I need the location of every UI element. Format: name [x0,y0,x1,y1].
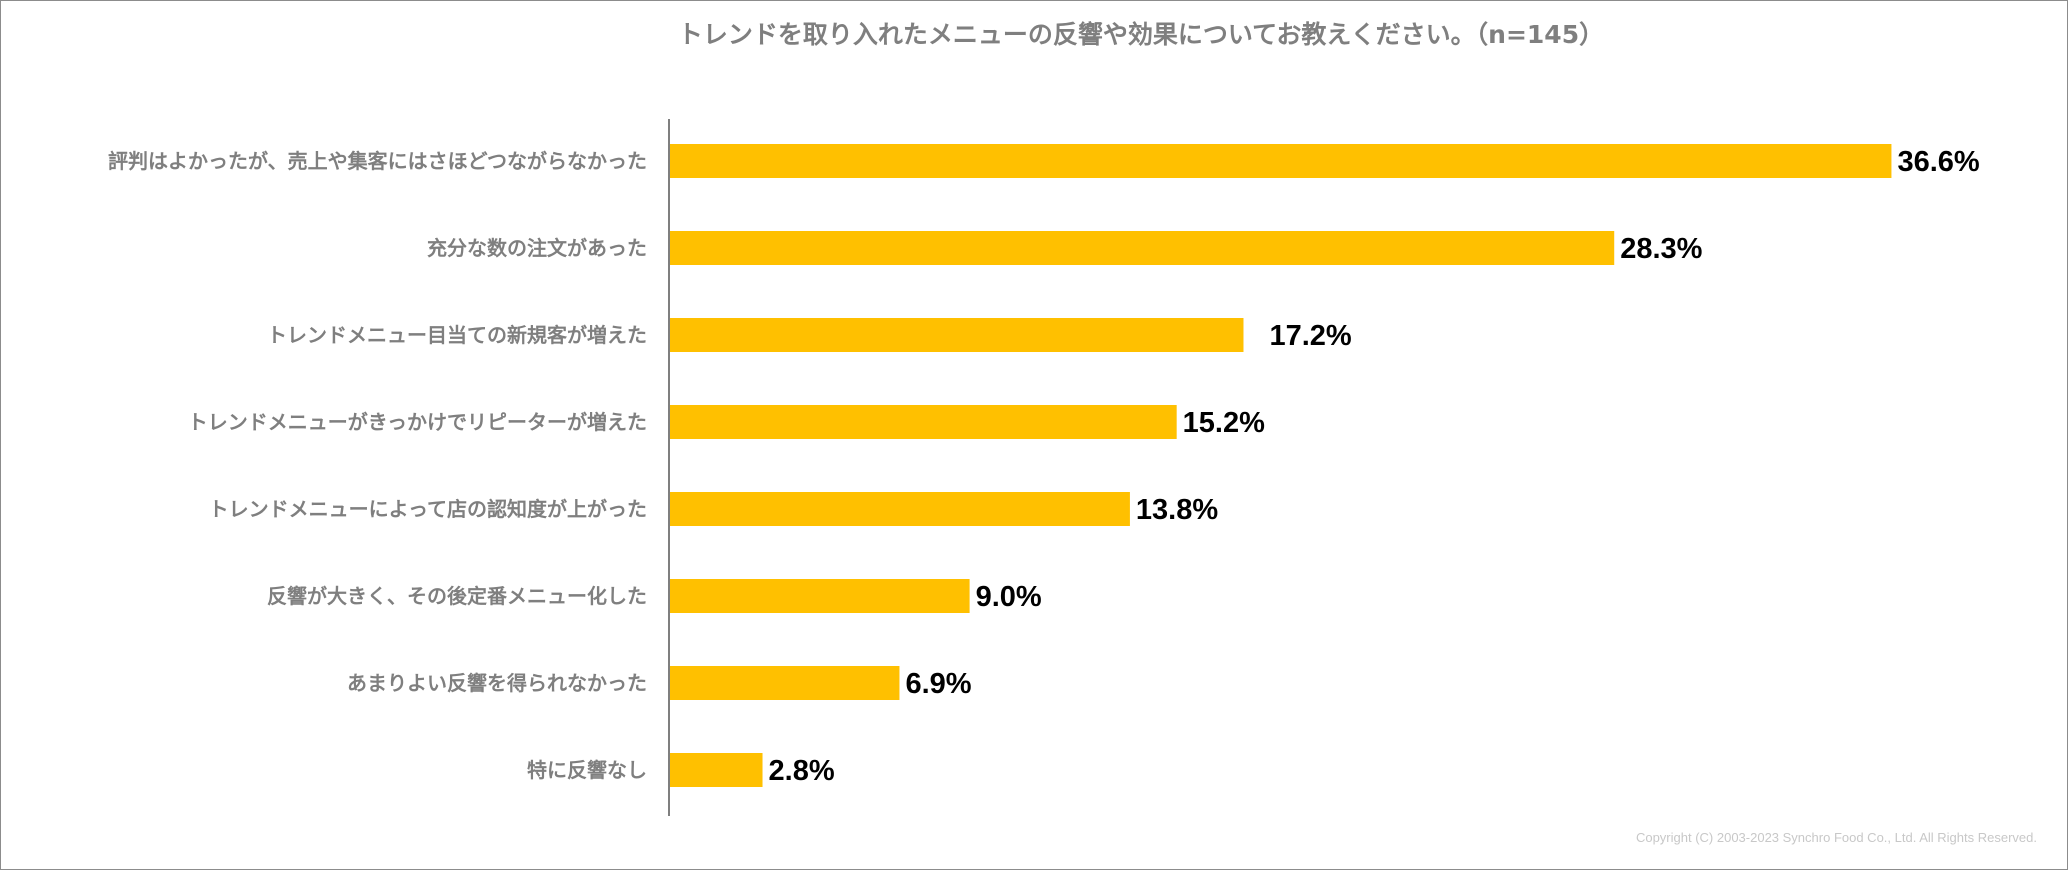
bars-group [669,144,1892,787]
value-label: 36.6% [1897,146,1979,178]
category-labels-group: 評判はよかったが、売上や集客にはさほどつながらなかった充分な数の注文があったトレ… [108,149,647,782]
bar [669,753,763,787]
value-label: 2.8% [769,755,835,787]
bar [669,144,1892,178]
category-label: 充分な数の注文があった [427,236,647,260]
bar [669,579,970,613]
category-label: トレンドメニューによって店の認知度が上がった [209,497,647,521]
chart-title: トレンドを取り入れたメニューの反響や効果についてお教えください。（n=145） [677,20,1605,49]
bar [669,405,1177,439]
value-label: 17.2% [1269,320,1351,352]
value-label: 6.9% [905,668,971,700]
category-label: トレンドメニュー目当ての新規客が増えた [267,323,647,347]
bar [669,231,1615,265]
category-label: 特に反響なし [527,758,647,782]
bar [669,318,1244,352]
category-label: 反響が大きく、その後定番メニュー化した [267,584,647,608]
value-label: 15.2% [1183,407,1265,439]
bar [669,492,1130,526]
category-label: 評判はよかったが、売上や集客にはさほどつながらなかった [108,149,647,173]
value-label: 9.0% [976,581,1042,613]
category-label: あまりよい反響を得られなかった [347,671,647,695]
bar [669,666,900,700]
value-label: 28.3% [1620,233,1702,265]
copyright-notice: Copyright (C) 2003-2023 Synchro Food Co.… [1635,830,2037,845]
category-label: トレンドメニューがきっかけでリピーターが増えた [188,410,647,434]
value-labels-group: 36.6% 28.3% 17.2% 15.2% 13.8% 9.0% 6.9% 2.8% [769,146,1980,787]
value-label: 13.8% [1136,494,1218,526]
